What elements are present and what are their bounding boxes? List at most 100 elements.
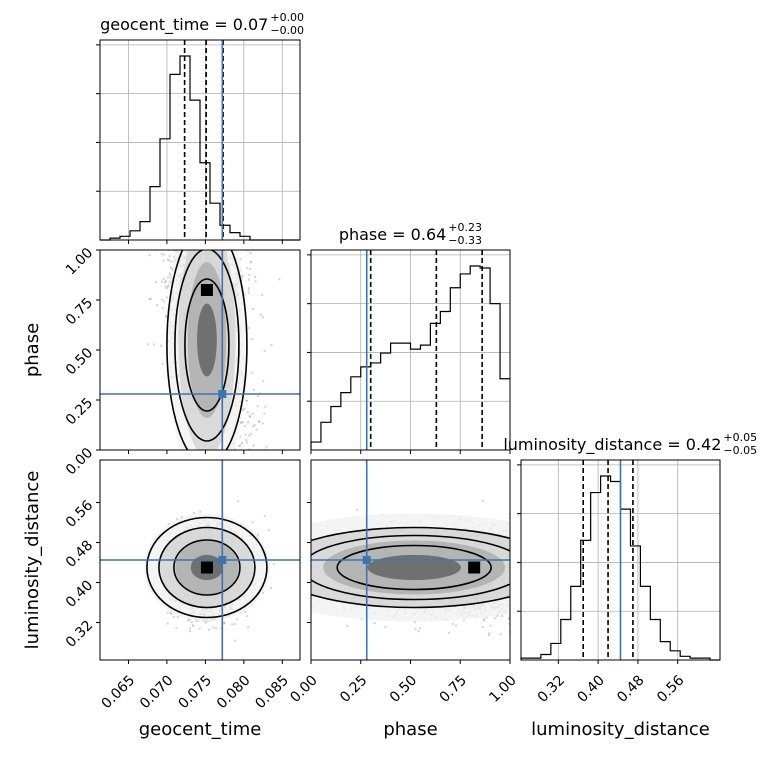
sample-point bbox=[191, 624, 195, 627]
panel-frame bbox=[99, 39, 301, 241]
sample-point bbox=[248, 273, 251, 277]
sample-point bbox=[243, 610, 247, 614]
sample-point bbox=[256, 395, 259, 398]
sample-point bbox=[193, 511, 196, 515]
sample-point bbox=[236, 500, 240, 503]
sample-point bbox=[245, 441, 249, 444]
sample-point bbox=[272, 563, 275, 566]
title-text: luminosity_distance = 0.42 bbox=[503, 435, 721, 455]
sample-point bbox=[149, 297, 152, 300]
sample-point bbox=[239, 444, 242, 447]
sample-point bbox=[252, 425, 255, 428]
sample-point bbox=[278, 278, 281, 281]
panel-title-phase: phase = 0.64 +0.23−0.33 bbox=[339, 221, 482, 247]
sample-point bbox=[258, 420, 261, 423]
sample-point bbox=[175, 626, 178, 629]
sample-point bbox=[152, 343, 155, 346]
sample-point bbox=[253, 424, 256, 427]
sample-point bbox=[245, 438, 248, 442]
sample-point bbox=[247, 292, 250, 295]
title-plus: +0.00 bbox=[270, 11, 304, 24]
sample-point bbox=[238, 444, 241, 447]
sample-point bbox=[167, 284, 170, 287]
sample-point bbox=[267, 529, 270, 532]
sample-point bbox=[162, 253, 166, 256]
sample-point bbox=[168, 255, 171, 258]
sample-point bbox=[254, 275, 257, 279]
sample-point bbox=[162, 277, 165, 280]
panel-title-luminosity_distance: luminosity_distance = 0.42 +0.05−0.05 bbox=[503, 431, 757, 457]
sample-point bbox=[198, 627, 201, 630]
sample-point bbox=[243, 407, 246, 410]
sample-point bbox=[250, 371, 253, 374]
sample-point bbox=[239, 435, 242, 438]
hist-panel-phase: phase = 0.64 +0.23−0.33 bbox=[307, 221, 511, 454]
sample-point bbox=[257, 420, 260, 423]
sample-point bbox=[165, 287, 168, 290]
sample-point bbox=[247, 287, 250, 290]
hist-panel-luminosity_distance: luminosity_distance = 0.42 +0.05−0.05 bbox=[503, 431, 757, 664]
sample-point bbox=[263, 412, 266, 415]
sample-point bbox=[261, 422, 264, 425]
sample-point bbox=[269, 586, 273, 590]
sample-point bbox=[160, 252, 163, 256]
sample-point bbox=[240, 421, 243, 425]
sample-point bbox=[256, 405, 259, 408]
sample-point bbox=[215, 627, 218, 630]
sample-point bbox=[163, 300, 166, 303]
title-text: geocent_time = 0.07 bbox=[100, 15, 268, 35]
sample-point bbox=[264, 405, 267, 408]
sample-point bbox=[245, 399, 248, 402]
sample-point bbox=[162, 259, 165, 262]
sample-point bbox=[166, 611, 169, 614]
sample-point bbox=[262, 379, 265, 383]
sample-point bbox=[208, 628, 211, 631]
sample-point bbox=[251, 412, 254, 415]
sample-point bbox=[255, 428, 258, 431]
title-minus: −0.33 bbox=[448, 234, 482, 247]
contour-line bbox=[174, 250, 240, 442]
panel-title-geocent_time: geocent_time = 0.07 +0.00−0.00 bbox=[100, 11, 304, 37]
sample-point bbox=[249, 261, 252, 264]
panel-frame bbox=[520, 459, 721, 661]
sample-point bbox=[163, 281, 167, 284]
sample-point bbox=[247, 278, 251, 281]
contour-line bbox=[184, 278, 230, 412]
sample-point bbox=[251, 521, 254, 524]
sample-point bbox=[156, 303, 159, 306]
truth-marker bbox=[218, 390, 227, 398]
sample-point bbox=[169, 277, 172, 280]
sample-point bbox=[176, 615, 179, 618]
sample-point bbox=[241, 409, 245, 412]
sample-point bbox=[249, 267, 252, 271]
sample-point bbox=[239, 258, 242, 261]
sample-point bbox=[166, 258, 169, 261]
histogram-phase bbox=[310, 265, 510, 450]
sample-point bbox=[154, 281, 158, 284]
sample-point bbox=[164, 285, 167, 288]
sample-point bbox=[223, 622, 226, 625]
sample-point bbox=[146, 343, 150, 346]
sample-point bbox=[243, 293, 246, 296]
sample-point bbox=[172, 616, 175, 619]
scatter-panel-geocent_time-luminosity_distance bbox=[96, 459, 301, 664]
title-text: phase = 0.64 bbox=[339, 225, 446, 244]
density-blob bbox=[197, 303, 217, 377]
sample-point bbox=[241, 441, 244, 445]
title-plus: +0.23 bbox=[448, 221, 482, 234]
sample-point bbox=[168, 280, 171, 283]
sample-point bbox=[246, 411, 249, 414]
sample-point bbox=[251, 307, 255, 311]
sample-point bbox=[170, 260, 173, 263]
sample-point bbox=[199, 510, 202, 513]
sample-point bbox=[180, 515, 183, 519]
sample-point bbox=[161, 362, 164, 366]
sample-point bbox=[248, 415, 252, 419]
sample-point bbox=[165, 296, 168, 299]
sample-point bbox=[247, 326, 250, 330]
title-minus: −0.05 bbox=[723, 444, 757, 457]
sample-point bbox=[168, 272, 171, 275]
sample-point bbox=[261, 293, 264, 297]
